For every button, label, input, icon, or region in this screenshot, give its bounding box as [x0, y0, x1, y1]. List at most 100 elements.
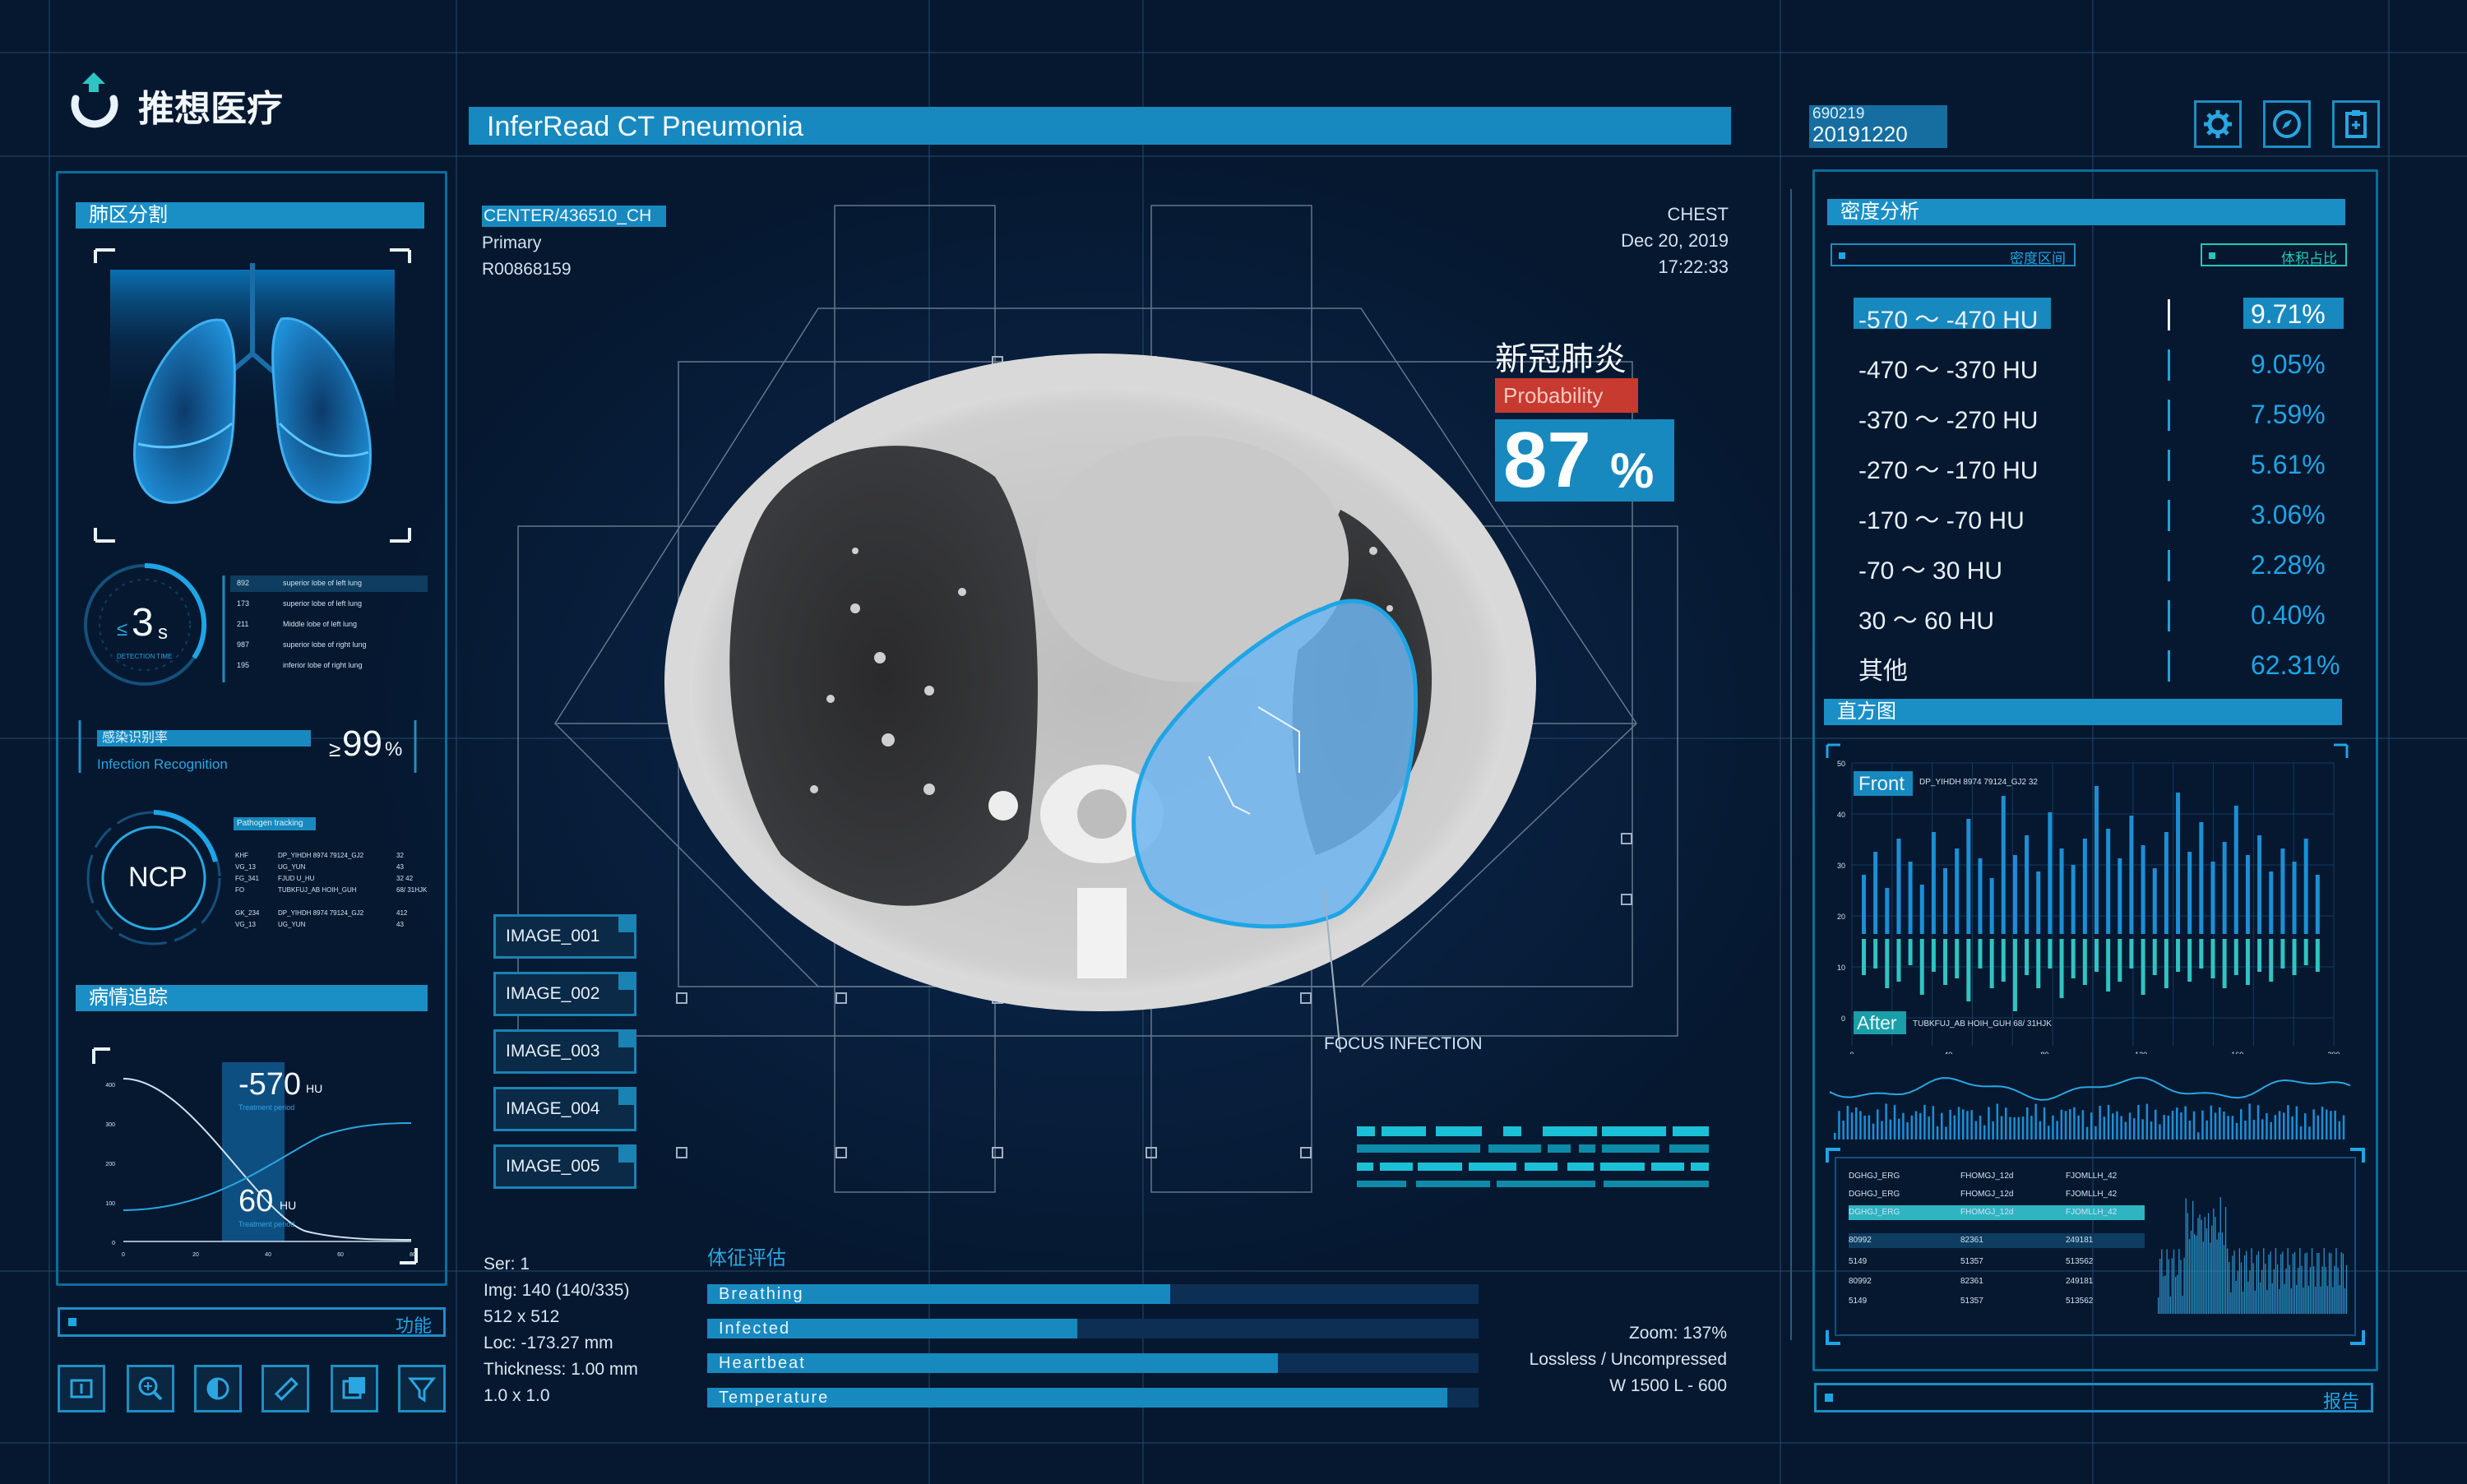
window-level-tool[interactable]: [58, 1365, 105, 1412]
after-tag: After: [1854, 1011, 1906, 1034]
table-row[interactable]: 5149 51357 513562: [1849, 1255, 2145, 1269]
mini-bar: [1850, 1112, 1854, 1140]
spectrum-chart: [2158, 1197, 2348, 1314]
focus-infection-region[interactable]: [1132, 599, 1419, 929]
spectrum-bar: [2289, 1264, 2290, 1314]
histogram-chart[interactable]: 50 40 30 20 10 0 0 40 80 120 160 200: [1824, 742, 2350, 1054]
pathogen-cell: FJUD U_HU: [278, 875, 315, 882]
tracking-xtick: 20: [192, 1252, 199, 1258]
lobe-name: superior lobe of right lung: [283, 640, 367, 649]
mini-bar: [2043, 1107, 2046, 1140]
right-panel: [1812, 169, 2378, 1371]
density-row[interactable]: -470 ～ -370 HU 9.05%: [1852, 346, 2362, 384]
hist-xtick: 40: [1944, 1051, 1952, 1054]
hist-bar-after: [2048, 939, 2053, 969]
tracking-chart: 400 300 200 100 0 0 20 40 60 80 -570 HU Treatment…: [90, 1046, 419, 1266]
density-row[interactable]: -370 ～ -270 HU 7.59%: [1852, 396, 2362, 434]
mini-bar: [1992, 1121, 1994, 1140]
measure-icon: [274, 1376, 299, 1401]
hist-bar-after: [2152, 939, 2157, 975]
table-row[interactable]: DGHGJ_ERG FHOMGJ_12d FJOMLLH_42: [1849, 1187, 2145, 1202]
series-info: Ser: 1 Img: 140 (140/335) 512 x 512 Loc:…: [484, 1255, 681, 1419]
table-cell: 82361: [1960, 1236, 1983, 1245]
density-percent: 9.71%: [2251, 299, 2326, 329]
spectrum-bar: [2249, 1270, 2251, 1314]
mini-bar: [1974, 1121, 1978, 1140]
clipboard-button[interactable]: [2332, 100, 2380, 148]
hist-bar-front: [2292, 862, 2297, 934]
function-bar[interactable]: 功能: [58, 1307, 446, 1337]
gear-button[interactable]: [2194, 100, 2242, 148]
table-row[interactable]: 80992 82361 249181: [1849, 1274, 2145, 1289]
table-cell: FHOMGJ_12d: [1960, 1172, 2014, 1181]
mini-bar: [2244, 1120, 2247, 1140]
spectrum-bar: [2285, 1268, 2287, 1314]
mini-bar: [1855, 1107, 1858, 1140]
density-row[interactable]: 其他 62.31%: [1852, 647, 2362, 685]
report-bar[interactable]: 报告: [1814, 1383, 2373, 1412]
pathogen-cell: VG_13: [235, 921, 256, 928]
contrast-tool[interactable]: [194, 1365, 242, 1412]
hist-bar-after: [2292, 939, 2297, 975]
hist-bar-front: [2269, 871, 2274, 934]
image-button-1[interactable]: IMAGE_001: [493, 914, 636, 959]
mini-bar: [2326, 1109, 2328, 1140]
layers-tool[interactable]: [331, 1365, 378, 1412]
spectrum-bar: [2188, 1239, 2191, 1314]
lung-segmentation-view[interactable]: [92, 247, 413, 544]
density-percent: 7.59%: [2251, 400, 2326, 429]
logo-text: 推想医疗: [138, 89, 283, 129]
spectrum-bar: [2334, 1265, 2335, 1314]
density-row[interactable]: -270 ～ -170 HU 5.61%: [1852, 446, 2362, 484]
table-row[interactable]: 80992 82361 249181: [1849, 1233, 2145, 1248]
zoom-tool[interactable]: [127, 1365, 174, 1412]
tracking-top-unit: HU: [306, 1082, 323, 1095]
spectrum-bar: [2309, 1267, 2312, 1314]
table-row[interactable]: DGHGJ_ERG FHOMGJ_12d FJOMLLH_42: [1849, 1169, 2145, 1184]
density-row-highlight: [1854, 298, 2051, 329]
tracking-ytick: 0: [112, 1241, 115, 1246]
hist-bar-after: [2129, 939, 2134, 969]
hist-bar-after: [2001, 939, 2006, 982]
mini-bar: [2048, 1126, 2050, 1140]
mini-bar: [2000, 1116, 2003, 1140]
tracking-ytick: 300: [105, 1122, 115, 1128]
table-row[interactable]: 5149 51357 513562: [1849, 1294, 2145, 1309]
spectrum-bar: [2301, 1265, 2303, 1314]
mini-bar: [2141, 1119, 2144, 1140]
measure-tool[interactable]: [262, 1365, 309, 1412]
hist-bar-front: [2164, 832, 2168, 934]
mini-bar: [2214, 1112, 2217, 1140]
tracking-curve-a: [123, 1078, 412, 1241]
spectrum-bar: [2304, 1253, 2306, 1314]
mini-bar: [2137, 1104, 2140, 1140]
mini-bar: [2240, 1109, 2243, 1140]
mini-bar: [2073, 1107, 2076, 1140]
image-button-4[interactable]: IMAGE_004: [493, 1087, 636, 1131]
density-row[interactable]: -570 ～ -470 HU 9.71%: [1852, 296, 2362, 334]
hist-bar-after: [2082, 939, 2087, 985]
series-line: Thickness: 1.00 mm: [484, 1360, 638, 1379]
density-separator: [2168, 500, 2170, 531]
spectrum-bar: [2344, 1288, 2346, 1314]
density-row[interactable]: -170 ～ -70 HU 3.06%: [1852, 497, 2362, 534]
view-info: Zoom: 137% Lossless / Uncompressed W 150…: [1480, 1324, 1727, 1414]
compass-button[interactable]: [2263, 100, 2311, 148]
mini-bar: [2005, 1107, 2007, 1140]
image-button-3[interactable]: IMAGE_003: [493, 1029, 636, 1074]
hist-bar-front: [2315, 875, 2320, 934]
study-time: 17:22:33: [1658, 257, 1729, 277]
density-percent: 5.61%: [2251, 450, 2326, 479]
image-button-5[interactable]: IMAGE_005: [493, 1144, 636, 1189]
density-row[interactable]: -70 ～ 30 HU 2.28%: [1852, 547, 2362, 585]
density-percent: 9.05%: [2251, 349, 2326, 379]
density-row[interactable]: 30 ～ 60 HU 0.40%: [1852, 597, 2362, 635]
ct-scan-view[interactable]: [469, 164, 1702, 1200]
mini-bar: [2145, 1103, 2149, 1140]
hist-bar-front: [2048, 812, 2053, 934]
table-row[interactable]: DGHGJ_ERG FHOMGJ_12d FJOMLLH_42: [1849, 1205, 2145, 1220]
pathogen-cell: FO: [235, 886, 245, 894]
filter-tool[interactable]: [398, 1365, 446, 1412]
spectrum-bar: [2265, 1264, 2266, 1314]
image-button-2[interactable]: IMAGE_002: [493, 972, 636, 1016]
